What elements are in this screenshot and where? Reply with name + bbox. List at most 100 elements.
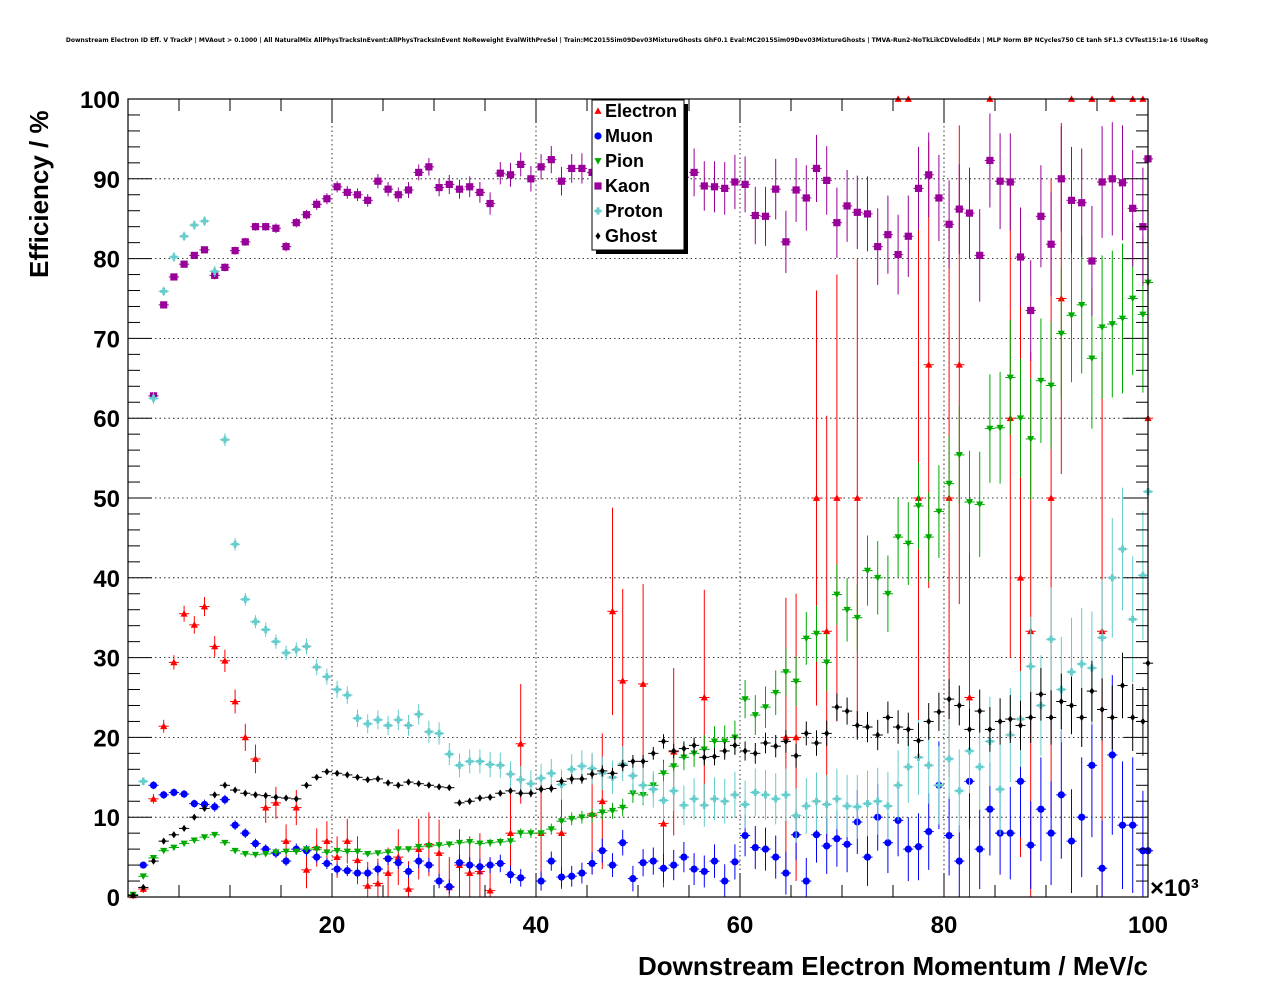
electron-point [364,882,372,889]
kaon-point [823,176,831,184]
muon-point [833,835,841,843]
kaon-point [843,202,851,210]
electron-point [231,697,239,705]
pion-point [619,804,627,812]
pion-point [537,830,545,837]
muon-point [496,859,504,868]
electron-point [1047,494,1055,501]
pion-point [578,814,586,821]
kaon-point [945,220,953,228]
ghost-point [538,785,544,793]
electron-point [823,627,831,635]
legend-label-electron: Electron [605,101,677,121]
legend-label-muon: Muon [605,126,653,146]
kaon-point [761,212,770,220]
proton-point [884,802,892,810]
ghost-point [518,789,524,797]
kaon-point [700,182,708,190]
pion-point [761,704,770,711]
pion-point [445,841,453,848]
ghost-point [793,752,799,760]
muon-point [333,865,341,873]
kaon-point [935,194,943,202]
proton-point [139,777,147,785]
ghost-point [130,891,136,900]
ghost-point [467,797,473,805]
pion-point [455,839,464,847]
pion-point [517,830,525,837]
kaon-point [710,183,719,191]
ghost-point [854,721,860,730]
muon-point [190,800,198,808]
pion-point [1129,295,1137,303]
electron-point [241,733,249,741]
pion-point [802,635,810,643]
legend-marker-kaon [594,182,602,190]
pion-point [251,851,260,859]
muon-point [1037,805,1045,813]
pion-point [333,847,341,855]
ghost-point [222,781,228,789]
legend-label-ghost: Ghost [605,226,657,246]
pion-point [955,452,963,459]
electron-point [833,494,841,501]
ghost-point [201,804,208,813]
pion-point [231,847,239,855]
kaon-point [415,168,423,177]
kaon-point [313,200,321,208]
proton-point [476,757,484,765]
kaon-point [221,263,229,271]
ghost-point [813,739,820,747]
pion-point [1057,330,1065,338]
ghost-point [752,749,758,757]
kaon-point [272,224,280,232]
muon-point [578,869,586,877]
ghost-point [150,857,157,865]
ghost-point [773,742,779,750]
proton-point [455,761,464,769]
proton-point [149,394,158,402]
kaon-point [690,168,698,177]
kaon-point [333,183,341,191]
ghost-point [1058,697,1064,706]
ghost-point [946,695,952,703]
electron-point [272,799,280,806]
ghost-point [273,793,279,801]
muon-point [282,857,290,865]
kaon-point [1047,240,1055,248]
pion-point [313,846,321,853]
proton-point [282,649,290,657]
proton-point [710,795,719,803]
ghost-point [905,725,911,734]
ghost-point [1017,721,1024,730]
pion-point [1016,415,1025,422]
ghost-point [1099,705,1105,714]
proton-point [578,762,586,770]
legend-box [591,99,685,251]
proton-point [1047,635,1055,643]
kaon-point [568,164,576,173]
electron-point [812,494,821,501]
ghost-point [834,703,840,711]
kaon-point [170,273,178,281]
proton-point [1129,615,1137,623]
kaon-point [1118,179,1127,187]
ghost-point [365,776,371,784]
kaon-point [741,180,749,188]
pion-point [323,849,331,856]
muon-point [506,871,515,879]
proton-point [343,691,351,699]
electron-point [955,361,963,368]
pion-point [741,696,749,703]
proton-point [221,436,229,444]
muon-point [1108,751,1116,759]
muon-point [455,859,464,867]
muon-point [170,788,178,797]
ghost-point [456,799,463,807]
pion-point [435,842,443,849]
pion-point [364,851,372,858]
proton-point [721,797,729,805]
kaon-point [1108,175,1116,183]
proton-point [333,685,341,694]
pion-point [160,847,168,855]
